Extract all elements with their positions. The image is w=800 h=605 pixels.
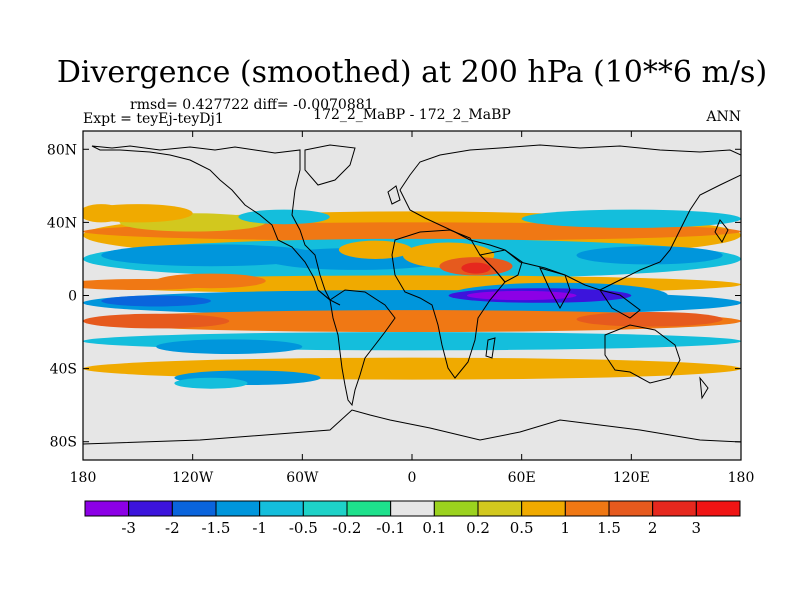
divergence-region-23 [83,310,741,333]
x-tick-label-0: 180 [70,470,97,486]
colorbar-swatch-7 [390,500,435,517]
y-tick-label-1: 40N [47,215,77,231]
colorbar-label-8: 0.2 [466,519,490,537]
colorbar-swatch-12 [608,500,654,517]
divergence-region-10 [576,246,723,265]
divergence-region-25 [576,311,723,327]
coast-north-america [91,145,331,301]
divergence-region-27 [156,339,303,354]
coast-new-zealand [699,376,709,400]
colorbar-swatch-6 [346,500,392,517]
divergence-region-6 [83,204,124,223]
divergence-region-4 [238,209,330,225]
coast-arabia [478,249,523,283]
x-tick-label-1: 120W [172,470,214,486]
divergence-region-5 [521,209,741,228]
coast-south-america [329,289,396,407]
colorbar-swatch-10 [521,500,566,517]
colorbar-swatch-14 [695,500,741,517]
colorbar-swatch-11 [564,500,610,517]
colorbar-label-11: 1.5 [597,519,621,537]
coast-southeast-asia [598,289,641,319]
coast-madagascar [485,337,496,359]
y-tick-label-2: 0 [68,289,77,305]
colorbar-label-3: -1 [252,519,267,537]
coast-british-isles [387,185,401,205]
divergence-region-24 [83,313,230,329]
y-axis: 80N 40N 0 40S 80S [47,142,741,451]
colorbar-swatch-1 [128,500,173,517]
case-label: 172_2_MaBP - 172_2_MaBP [313,107,511,123]
colorbar-label-13: 3 [692,519,702,537]
x-tick-label-6: 180 [728,470,755,486]
colorbar-label-0: -3 [121,519,136,537]
colorbar-label-1: -2 [165,519,180,537]
expt-label: Expt = teyEj-teyDj1 [83,111,224,127]
x-tick-label-2: 60W [286,470,319,486]
coast-greenland [304,144,356,186]
y-tick-label-0: 80N [47,142,77,158]
x-tick-label-5: 120E [613,470,650,486]
coast-antarctica [83,409,741,445]
colorbar-label-6: -0.1 [376,519,405,537]
colorbar-label-7: 0.1 [422,519,446,537]
divergence-region-21 [466,290,577,301]
colorbar-swatch-2 [171,500,217,517]
coastlines [83,144,741,445]
divergence-region-14 [338,240,413,259]
season-label: ANN [705,109,741,125]
colorbar-label-4: -0.5 [289,519,318,537]
colorbar-label-10: 1 [561,519,571,537]
coast-eurasia [399,144,741,291]
divergence-region-8 [101,244,321,267]
colorbar-swatch-3 [215,500,261,517]
x-axis: 180 120W 60W 0 60E 120E 180 [70,131,755,486]
colorbar: -3 -2 -1.5 -1 -0.5 -0.2 -0.1 0.1 0.2 0.5 1 1.5 2 3 [84,500,741,537]
colorbar-label-9: 0.5 [510,519,534,537]
x-tick-label-4: 60E [508,470,536,486]
stats-label: rmsd= 0.427722 diff= -0.0070881 [130,97,374,113]
coast-japan [714,219,729,243]
colorbar-swatch-0 [84,500,130,517]
coast-africa [391,229,506,379]
colorbar-swatch-4 [259,500,304,517]
divergence-region-22 [101,295,211,307]
coast-india [539,267,571,310]
x-tick-label-3: 0 [408,470,417,486]
colorbar-swatch-5 [302,500,348,517]
colorbar-label-2: -1.5 [202,519,231,537]
colorbar-label-12: 2 [648,519,658,537]
y-tick-label-3: 40S [50,362,77,378]
colorbar-swatch-9 [477,500,523,517]
divergence-region-17 [156,273,266,289]
divergence-region-30 [174,377,248,389]
chart-title: Divergence (smoothed) at 200 hPa (10**6 … [57,55,767,90]
colorbar-label-5: -0.2 [333,519,362,537]
colorbar-swatch-13 [652,500,697,517]
coast-australia [604,324,681,384]
y-tick-label-4: 80S [50,435,77,451]
divergence-region-13 [461,262,491,274]
divergence-field [83,204,741,389]
colorbar-swatch-8 [433,500,479,517]
